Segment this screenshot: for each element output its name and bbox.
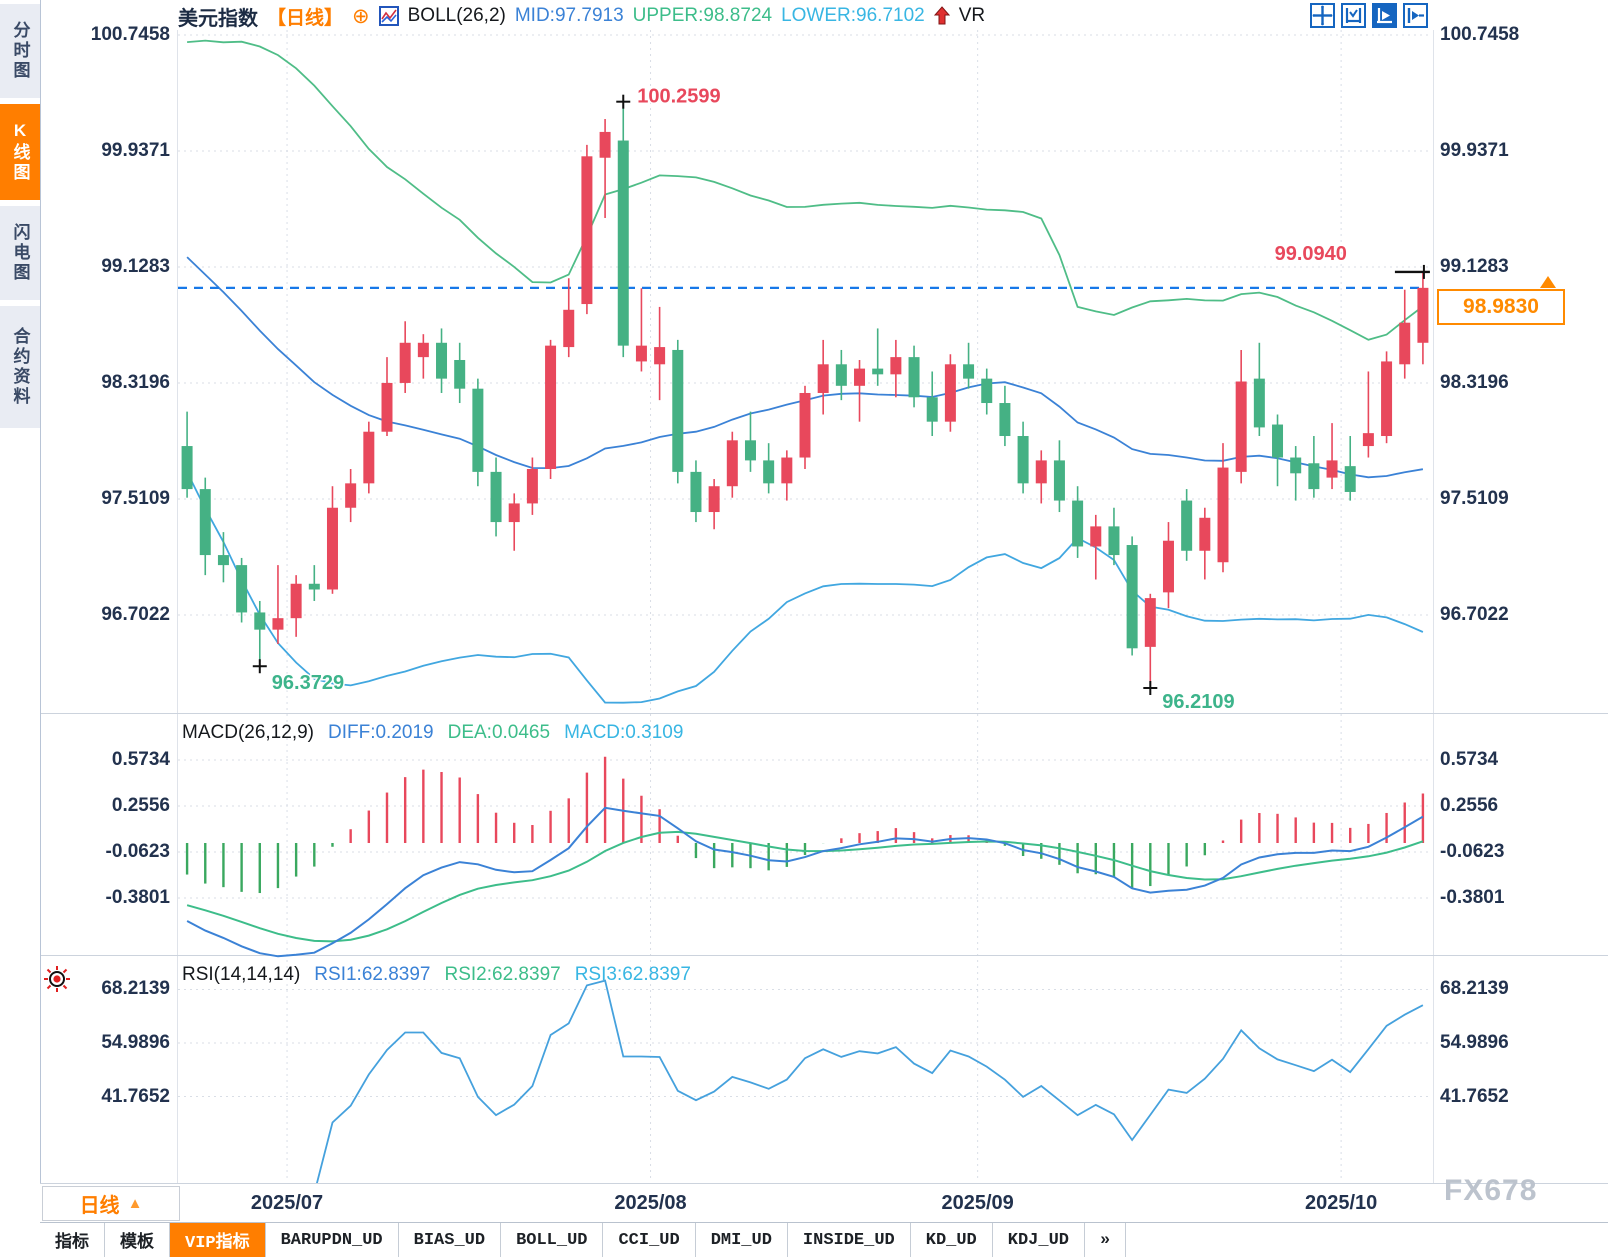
current-price-tag: 98.9830: [1437, 289, 1565, 325]
current-price-value: 98.9830: [1463, 295, 1539, 318]
macd-ytick-left-2: -0.0623: [105, 841, 170, 863]
macd-ytick-right-3: -0.3801: [1440, 887, 1505, 908]
annotation-low-2: 96.2109: [1162, 691, 1234, 713]
rsi-ytick-left-0: 68.2139: [101, 978, 170, 1000]
main-ytick-left-5: 96.7022: [101, 603, 170, 625]
macd-ytick-left-0: 0.5734: [111, 749, 170, 771]
rsi1-value: RSI1:62.8397: [314, 964, 431, 985]
main-ytick-left-4: 97.5109: [101, 487, 170, 509]
indicator-tab-7[interactable]: DMI_UD: [696, 1223, 788, 1257]
scroll-right-icon[interactable]: [1403, 3, 1428, 28]
indicator-tab-3[interactable]: BARUPDN_UD: [266, 1223, 399, 1257]
alarm-icon[interactable]: [42, 964, 72, 999]
tabs-more-button[interactable]: »: [1085, 1223, 1127, 1257]
chart-toolbar: [1310, 3, 1428, 28]
period-selector[interactable]: 日线 ▲: [42, 1186, 180, 1221]
rsi-ytick-left-1: 54.9896: [101, 1032, 170, 1053]
main-ytick-right-2: 99.1283: [1440, 256, 1509, 277]
rsi-header: RSI(14,14,14) RSI1:62.8397 RSI2:62.8397 …: [182, 964, 691, 986]
macd-title: MACD(26,12,9): [182, 722, 314, 743]
boll-lower-value: LOWER:96.7102: [781, 5, 925, 26]
indicator-tab-4[interactable]: BIAS_UD: [399, 1223, 502, 1257]
crosshair-tool-icon[interactable]: [1310, 3, 1335, 28]
indicator-name: BOLL(26,2): [407, 5, 506, 26]
xaxis-row: [40, 1183, 1608, 1223]
chevron-up-icon: ▲: [127, 1195, 143, 1212]
price-pointer-icon: [1540, 276, 1556, 288]
sidebar-item-0[interactable]: 分时图: [0, 4, 40, 98]
sidebar: 分时图 K线图闪电图合约资料: [0, 0, 41, 1256]
rsi-ytick-right-0: 68.2139: [1440, 978, 1509, 1000]
main-ytick-left-2: 99.1283: [101, 256, 170, 277]
main-ytick-left-3: 98.3196: [101, 372, 170, 393]
indicator-tab-8[interactable]: INSIDE_UD: [788, 1223, 911, 1257]
x-axis-label-1: 2025/08: [614, 1192, 687, 1214]
sidebar-item-2[interactable]: 闪电图: [0, 206, 40, 300]
main-ytick-right-5: 96.7022: [1440, 603, 1509, 625]
main-ytick-right-0: 100.7458: [1440, 23, 1520, 45]
macd-ytick-right-2: -0.0623: [1440, 841, 1505, 863]
watermark: FX678: [1444, 1174, 1538, 1207]
auto-scale-icon[interactable]: [1372, 3, 1397, 28]
macd-ytick-left-1: 0.2556: [111, 795, 170, 816]
x-axis-label-0: 2025/07: [250, 1192, 324, 1214]
x-axis-label-3: 2025/10: [1304, 1192, 1378, 1214]
main-ytick-right-4: 97.5109: [1440, 487, 1509, 509]
indicator-tab-2[interactable]: VIP指标: [170, 1223, 266, 1257]
boll-mid-value: MID:97.7913: [514, 5, 624, 26]
up-arrow-icon: [933, 6, 950, 26]
indicator-tab-10[interactable]: KDJ_UD: [993, 1223, 1085, 1257]
axis-range-icon[interactable]: [1341, 3, 1366, 28]
macd-diff-value: DIFF:0.2019: [328, 722, 434, 743]
macd-ytick-right-0: 0.5734: [1440, 749, 1499, 771]
annotation-last-high: 99.0940: [1275, 243, 1347, 265]
indicator-tab-0[interactable]: 指标: [40, 1223, 105, 1257]
boll-upper-value: UPPER:98.8724: [632, 5, 773, 26]
rsi-ytick-right-1: 54.9896: [1440, 1032, 1509, 1053]
main-ytick-right-1: 99.9371: [1440, 139, 1509, 161]
main-ytick-right-3: 98.3196: [1440, 372, 1509, 393]
mini-chart-icon: [378, 6, 399, 26]
sidebar-item-1[interactable]: K线图: [0, 104, 40, 200]
annotation-high-1: 100.2599: [637, 86, 720, 108]
x-axis-label-2: 2025/09: [941, 1192, 1014, 1214]
indicator-tab-1[interactable]: 模板: [105, 1223, 170, 1257]
indicator-tab-bar: 指标 模板 VIP指标 BARUPDN_UD BIAS_UD BOLL_UD CCI_UD D…: [40, 1222, 1608, 1257]
symbol-title: 美元指数: [178, 7, 258, 30]
vr-label: VR: [958, 5, 986, 26]
main-ytick-left-1: 99.9371: [101, 139, 170, 161]
macd-dea-value: DEA:0.0465: [447, 722, 551, 743]
period-tag: 【日线】: [267, 7, 344, 29]
indicator-tab-6[interactable]: CCI_UD: [603, 1223, 696, 1257]
rsi2-value: RSI2:62.8397: [444, 964, 561, 985]
indicator-tab-5[interactable]: BOLL_UD: [501, 1223, 604, 1257]
annotation-low-0: 96.3729: [272, 672, 344, 694]
chart-header: 美元指数 【日线】 ⊕ BOLL(26,2) MID:97.7913 UPPER…: [178, 2, 985, 30]
sidebar-item-3[interactable]: 合约资料: [0, 306, 40, 428]
rsi3-value: RSI3:62.8397: [574, 964, 691, 985]
macd-value: MACD:0.3109: [564, 722, 684, 743]
rsi-ytick-left-2: 41.7652: [101, 1085, 170, 1107]
period-label: 日线: [79, 1195, 120, 1217]
add-indicator-icon[interactable]: ⊕: [352, 4, 370, 28]
main-ytick-left-0: 100.7458: [90, 23, 170, 45]
macd-ytick-right-1: 0.2556: [1440, 795, 1499, 816]
rsi-title: RSI(14,14,14): [182, 964, 301, 985]
rsi-ytick-right-2: 41.7652: [1440, 1085, 1509, 1107]
macd-header: MACD(26,12,9) DIFF:0.2019 DEA:0.0465 MAC…: [182, 722, 683, 744]
indicator-tab-9[interactable]: KD_UD: [911, 1223, 993, 1257]
macd-ytick-left-3: -0.3801: [105, 887, 170, 908]
